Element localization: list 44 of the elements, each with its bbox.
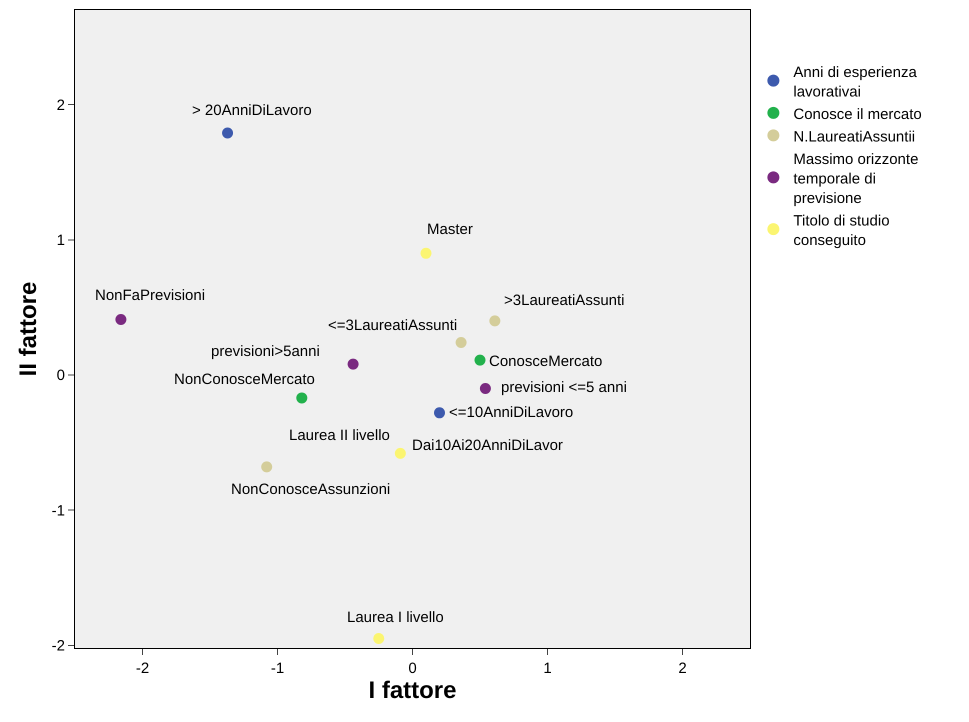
- point: [480, 382, 491, 394]
- point: [456, 337, 467, 348]
- point: [474, 354, 486, 366]
- point: [261, 461, 272, 472]
- point: [489, 315, 500, 326]
- point: [296, 392, 308, 404]
- annotation: NonFaPrevisioni: [95, 287, 206, 304]
- x-tick-label: -1: [270, 660, 284, 677]
- point: [434, 407, 445, 418]
- annotation: Laurea II livello: [289, 427, 390, 444]
- annotation: Dai10Ai20AnniDiLavor: [412, 437, 563, 454]
- y-tick-label: 0: [56, 367, 65, 384]
- x-tick-label: 0: [408, 660, 417, 677]
- y-tick-label: -1: [52, 502, 65, 520]
- legend-label: Anni di esperienza lavorativai: [793, 64, 918, 100]
- x-axis-title: I fattore: [368, 677, 457, 704]
- legend-label: Conosce il mercato: [793, 106, 922, 123]
- point: [420, 248, 432, 259]
- y-tick-label: 2: [56, 96, 65, 114]
- point: [222, 128, 234, 138]
- annotation: <=10AnniDiLavoro: [449, 404, 574, 421]
- annotation: Laurea I livello: [347, 609, 444, 626]
- point: [115, 314, 126, 326]
- annotation: NonConosceAssunzioni: [231, 481, 390, 498]
- x-tick-label: -2: [136, 660, 150, 677]
- annotation: Master: [427, 221, 473, 238]
- point: [373, 633, 384, 644]
- y-axis-title: II fattore: [14, 282, 42, 376]
- legend-label: Titolo di studio conseguito: [793, 212, 890, 249]
- point: [394, 448, 406, 459]
- legend-label: N.LaureatiAssuntii: [793, 128, 916, 146]
- y-tick-label: 1: [56, 232, 65, 250]
- y-tick-label: -2: [52, 638, 65, 655]
- annotation: <=3LaureatiAssunti: [328, 317, 458, 334]
- annotation: NonConosceMercato: [174, 371, 315, 388]
- annotation: previsioni <=5 anni: [501, 379, 627, 396]
- annotation: ConosceMercato: [489, 353, 602, 370]
- point: [348, 358, 359, 370]
- annotation: previsioni>5anni: [211, 343, 320, 360]
- annotation: > 20AnniDiLavoro: [192, 102, 312, 119]
- x-tick-label: 1: [543, 660, 552, 677]
- legend-label: Massimo orizzonte temporale di previsione: [793, 150, 918, 207]
- x-tick-label: 2: [678, 660, 687, 677]
- annotation: >3LaureatiAssunti: [504, 292, 624, 309]
